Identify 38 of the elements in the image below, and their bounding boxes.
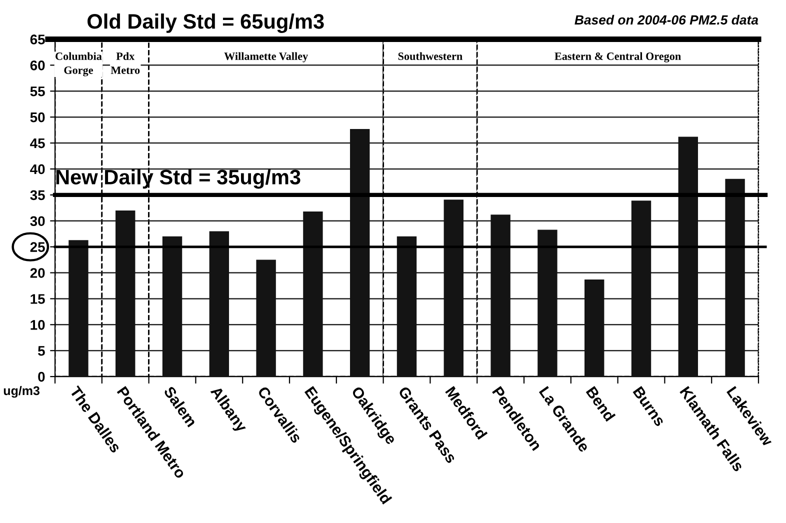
bar: [350, 129, 370, 377]
text: ug/m3: [4, 386, 40, 398]
band-label: Southwestern: [398, 52, 462, 60]
y-tick-label: 45: [30, 138, 45, 148]
bar: [490, 214, 510, 377]
y-tick-label: 50: [30, 112, 45, 122]
bar: [584, 280, 604, 377]
y-tick-label: 35: [30, 190, 45, 200]
y-tick-label: 40: [30, 164, 45, 174]
y-tick-label: 65: [30, 34, 45, 44]
band-label: Columbia Gorge: [56, 52, 102, 76]
y-tick-label: 20: [30, 268, 45, 278]
bar: [209, 231, 230, 377]
bar: [538, 230, 558, 377]
bar: [396, 236, 417, 377]
band-label: Eastern & Central Oregon: [554, 52, 681, 62]
ref-line-label: Old Daily Std = 65ug/m3: [88, 13, 324, 33]
y-tick-label: 55: [30, 86, 45, 96]
band-label: Pdx Metro: [110, 52, 140, 74]
bar: [68, 240, 88, 377]
y-tick-label: 15: [30, 294, 45, 304]
bar: [631, 200, 652, 377]
y-tick-label: 25: [30, 242, 45, 252]
bar: [303, 212, 323, 377]
bar: [725, 178, 745, 377]
bar: [678, 136, 698, 377]
bar: [116, 210, 136, 377]
y-tick-label: 5: [38, 346, 45, 356]
bar: [444, 200, 464, 377]
y-tick-label: 10: [30, 320, 45, 330]
y-tick-label: 0: [38, 372, 45, 382]
band-label: Willamette Valley: [224, 52, 308, 62]
text: Based on 2004-06 PM2.5 data: [574, 14, 758, 25]
bar: [256, 260, 276, 377]
bar: [162, 236, 182, 377]
y-tick-label: 30: [30, 216, 45, 226]
y-tick-label: 60: [30, 60, 45, 70]
ref-line-label: New Daily Std = 35ug/m3: [56, 169, 300, 189]
